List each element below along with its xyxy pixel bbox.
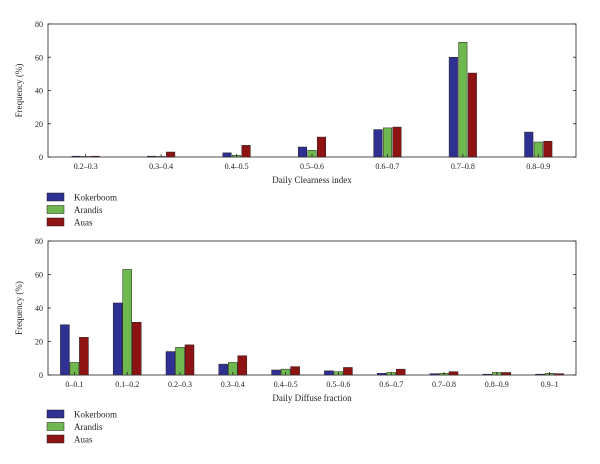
bar-arandis-0-7-0-8 [458,42,468,158]
x-tick-label: 0.7–0.8 [451,162,475,171]
bar-auas-0-9-1 [554,373,564,376]
x-tick-label: 0.4–0.5 [274,380,298,389]
bar-kokerboom-0-7-0-8 [429,373,440,376]
bar-kokerboom-0-0-1 [60,324,70,376]
bar-kokerboom-0-4-0-5 [222,152,232,158]
bar-arandis-0-2-0-3 [175,347,185,376]
x-tick-label: 0.6–0.7 [375,162,399,171]
x-tick-label: 0–0.1 [65,380,83,389]
bar-kokerboom-0-8-0-9 [482,373,493,376]
bar-kokerboom-0-9-1 [535,373,545,376]
legend-swatch-arandis [46,205,65,214]
x-tick-label: 0.7–0.8 [432,380,456,389]
y-tick-label: 60 [35,53,43,62]
bar-auas-0-0-1 [79,337,89,376]
x-tick-label: 0.5–0.6 [300,162,324,171]
bar-kokerboom-0-3-0-4 [218,363,229,376]
bar-kokerboom-0-4-0-5 [271,369,281,376]
legend-label-arandis: Arandis [74,422,103,432]
y-tick-label: 40 [35,304,43,313]
bar-auas-0-2-0-3 [184,344,195,376]
x-tick-label: 0.2–0.3 [74,162,98,171]
bar-arandis-0-6-0-7 [382,127,392,158]
legend-label-arandis: Arandis [74,205,103,215]
x-tick-label: 0.3–0.4 [221,380,245,389]
bar-kokerboom-0-2-0-3 [165,351,176,376]
y-tick-label: 20 [35,338,43,347]
legend-swatch-kokerboom [46,192,65,202]
bar-kokerboom-0-3-0-4 [147,155,157,158]
legend-swatch-auas [46,217,65,227]
x-tick-label: 0.8–0.9 [526,162,550,171]
bar-auas-0-2-0-3 [90,155,100,158]
bar-kokerboom-0-8-0-9 [524,131,534,158]
bar-auas-0-5-0-6 [343,367,353,376]
y-tick-label: 0 [39,371,43,380]
bar-auas-0-3-0-4 [237,355,248,376]
clearness-index-chart: 0 20 40 60 80 Frequency (%) 0.2–0.3 0.3–0.4 0.4–… [14,20,577,228]
bar-kokerboom-0-2-0-3 [71,155,81,158]
y-axis-label: Frequency (%) [14,281,24,335]
x-tick-label: 0.6–0.7 [379,380,403,389]
bar-kokerboom-0-7-0-8 [448,57,458,158]
plot-frame [47,23,577,158]
x-axis-label: Daily Diffuse fraction [272,393,352,403]
bar-auas-0-1-0-2 [131,321,142,376]
legend-label-kokerboom: Kokerboom [74,193,117,203]
x-tick-label: 0.8–0.9 [485,380,509,389]
bar-auas-0-4-0-5 [241,145,251,158]
y-axis-label: Frequency (%) [14,64,24,118]
bar-kokerboom-0-5-0-6 [324,370,334,376]
bar-kokerboom-0-6-0-7 [376,373,387,376]
legend-swatch-kokerboom [46,409,65,419]
bar-auas-0-7-0-8 [448,371,459,376]
legend-swatch-auas [46,434,65,444]
bar-kokerboom-0-5-0-6 [298,146,307,158]
y-tick-label: 60 [35,271,43,280]
legend: Kokerboom Arandis Auas [46,409,117,445]
legend-label-auas: Auas [74,435,93,445]
y-tick-label: 20 [35,120,43,129]
legend-swatch-arandis [46,422,65,431]
legend: Kokerboom Arandis Auas [46,192,117,228]
bar-auas-0-7-0-8 [467,72,477,158]
y-tick-label: 40 [35,87,43,96]
bar-auas-0-4-0-5 [290,366,300,376]
bar-auas-0-8-0-9 [543,140,553,158]
bar-auas-0-8-0-9 [501,372,512,376]
y-tick-label: 80 [35,20,43,29]
legend-label-auas: Auas [74,218,93,228]
x-tick-label: 0.9–1 [541,380,559,389]
bar-kokerboom-0-6-0-7 [373,129,383,158]
bar-auas-0-5-0-6 [317,136,326,158]
bar-auas-0-6-0-7 [395,368,406,376]
x-tick-label: 0.3–0.4 [149,162,173,171]
legend-label-kokerboom: Kokerboom [74,410,117,420]
x-axis-label: Daily Clearness index [272,175,352,185]
bar-arandis-0-1-0-2 [122,269,132,376]
x-tick-label: 0.4–0.5 [225,162,249,171]
y-tick-label: 0 [39,153,43,162]
x-tick-label: 0.1–0.2 [115,380,139,389]
y-tick-label: 80 [35,237,43,246]
bar-auas-0-6-0-7 [392,126,402,158]
x-tick-label: 0.2–0.3 [168,380,192,389]
bar-auas-0-3-0-4 [166,151,176,158]
bar-kokerboom-0-1-0-2 [112,302,123,376]
diffuse-fraction-chart: 0 20 40 60 80 Frequency (%) 0–0.1 0.1–0.2 0.2–0.… [14,237,577,445]
x-tick-label: 0.5–0.6 [326,380,350,389]
